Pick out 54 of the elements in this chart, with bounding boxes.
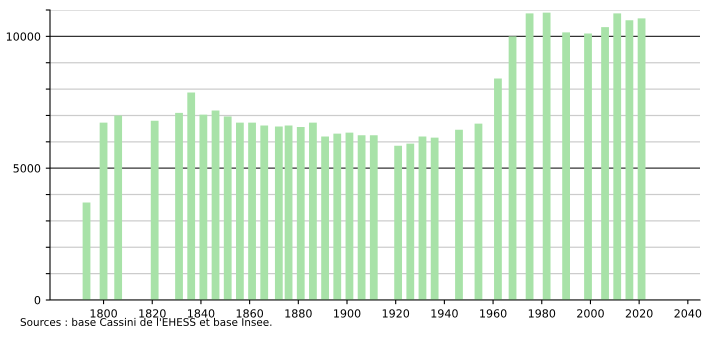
bar: [601, 27, 609, 300]
x-tick-label: 1880: [285, 309, 312, 318]
y-tick-label: 0: [34, 296, 40, 304]
bar: [358, 135, 366, 300]
bar: [613, 13, 622, 300]
bar: [212, 110, 220, 300]
bar: [394, 146, 402, 300]
bar: [236, 122, 244, 300]
bar: [562, 32, 570, 300]
bar: [626, 20, 634, 300]
x-tick-label: 1960: [480, 309, 506, 318]
x-tick-label: 1980: [528, 309, 556, 318]
x-tick-label: 2020: [626, 309, 653, 318]
bar: [114, 115, 122, 300]
bar: [526, 13, 534, 300]
x-tick-label: 2000: [577, 309, 604, 318]
source-note: Sources : base Cassini de l'EHESS et base Insee.: [20, 318, 272, 326]
bar: [430, 138, 439, 300]
bar: [187, 92, 196, 300]
x-tick-label: 1800: [90, 309, 117, 318]
x-tick-label: 2040: [674, 309, 702, 318]
bar: [150, 120, 159, 300]
bar: [296, 127, 305, 300]
y-tick-label: 5000: [14, 164, 40, 173]
bar: [455, 130, 463, 300]
bar: [584, 33, 592, 300]
bar: [418, 136, 426, 300]
bar: [370, 135, 378, 300]
bar: [248, 122, 256, 300]
x-tick-label: 1840: [188, 309, 214, 318]
x-tick-label: 1920: [382, 309, 410, 318]
bar: [474, 124, 482, 300]
bar: [508, 36, 516, 300]
bar: [542, 12, 551, 300]
bar: [309, 122, 317, 300]
bar: [175, 112, 183, 300]
bar: [284, 125, 292, 300]
y-tick-label: 10000: [6, 32, 40, 41]
bar: [333, 134, 342, 300]
x-tick-label: 1940: [431, 309, 458, 318]
bar: [199, 114, 208, 300]
bar: [494, 78, 502, 300]
bar: [274, 126, 283, 300]
bar: [100, 122, 108, 300]
bar: [406, 144, 414, 300]
bar: [224, 116, 232, 300]
bar: [638, 18, 646, 300]
bar: [321, 136, 329, 300]
bar: [346, 132, 354, 300]
x-tick-label: 1900: [334, 309, 360, 318]
bar: [260, 125, 268, 300]
bar: [82, 202, 90, 300]
x-tick-label: 1860: [236, 309, 264, 318]
x-tick-label: 1820: [139, 309, 166, 318]
